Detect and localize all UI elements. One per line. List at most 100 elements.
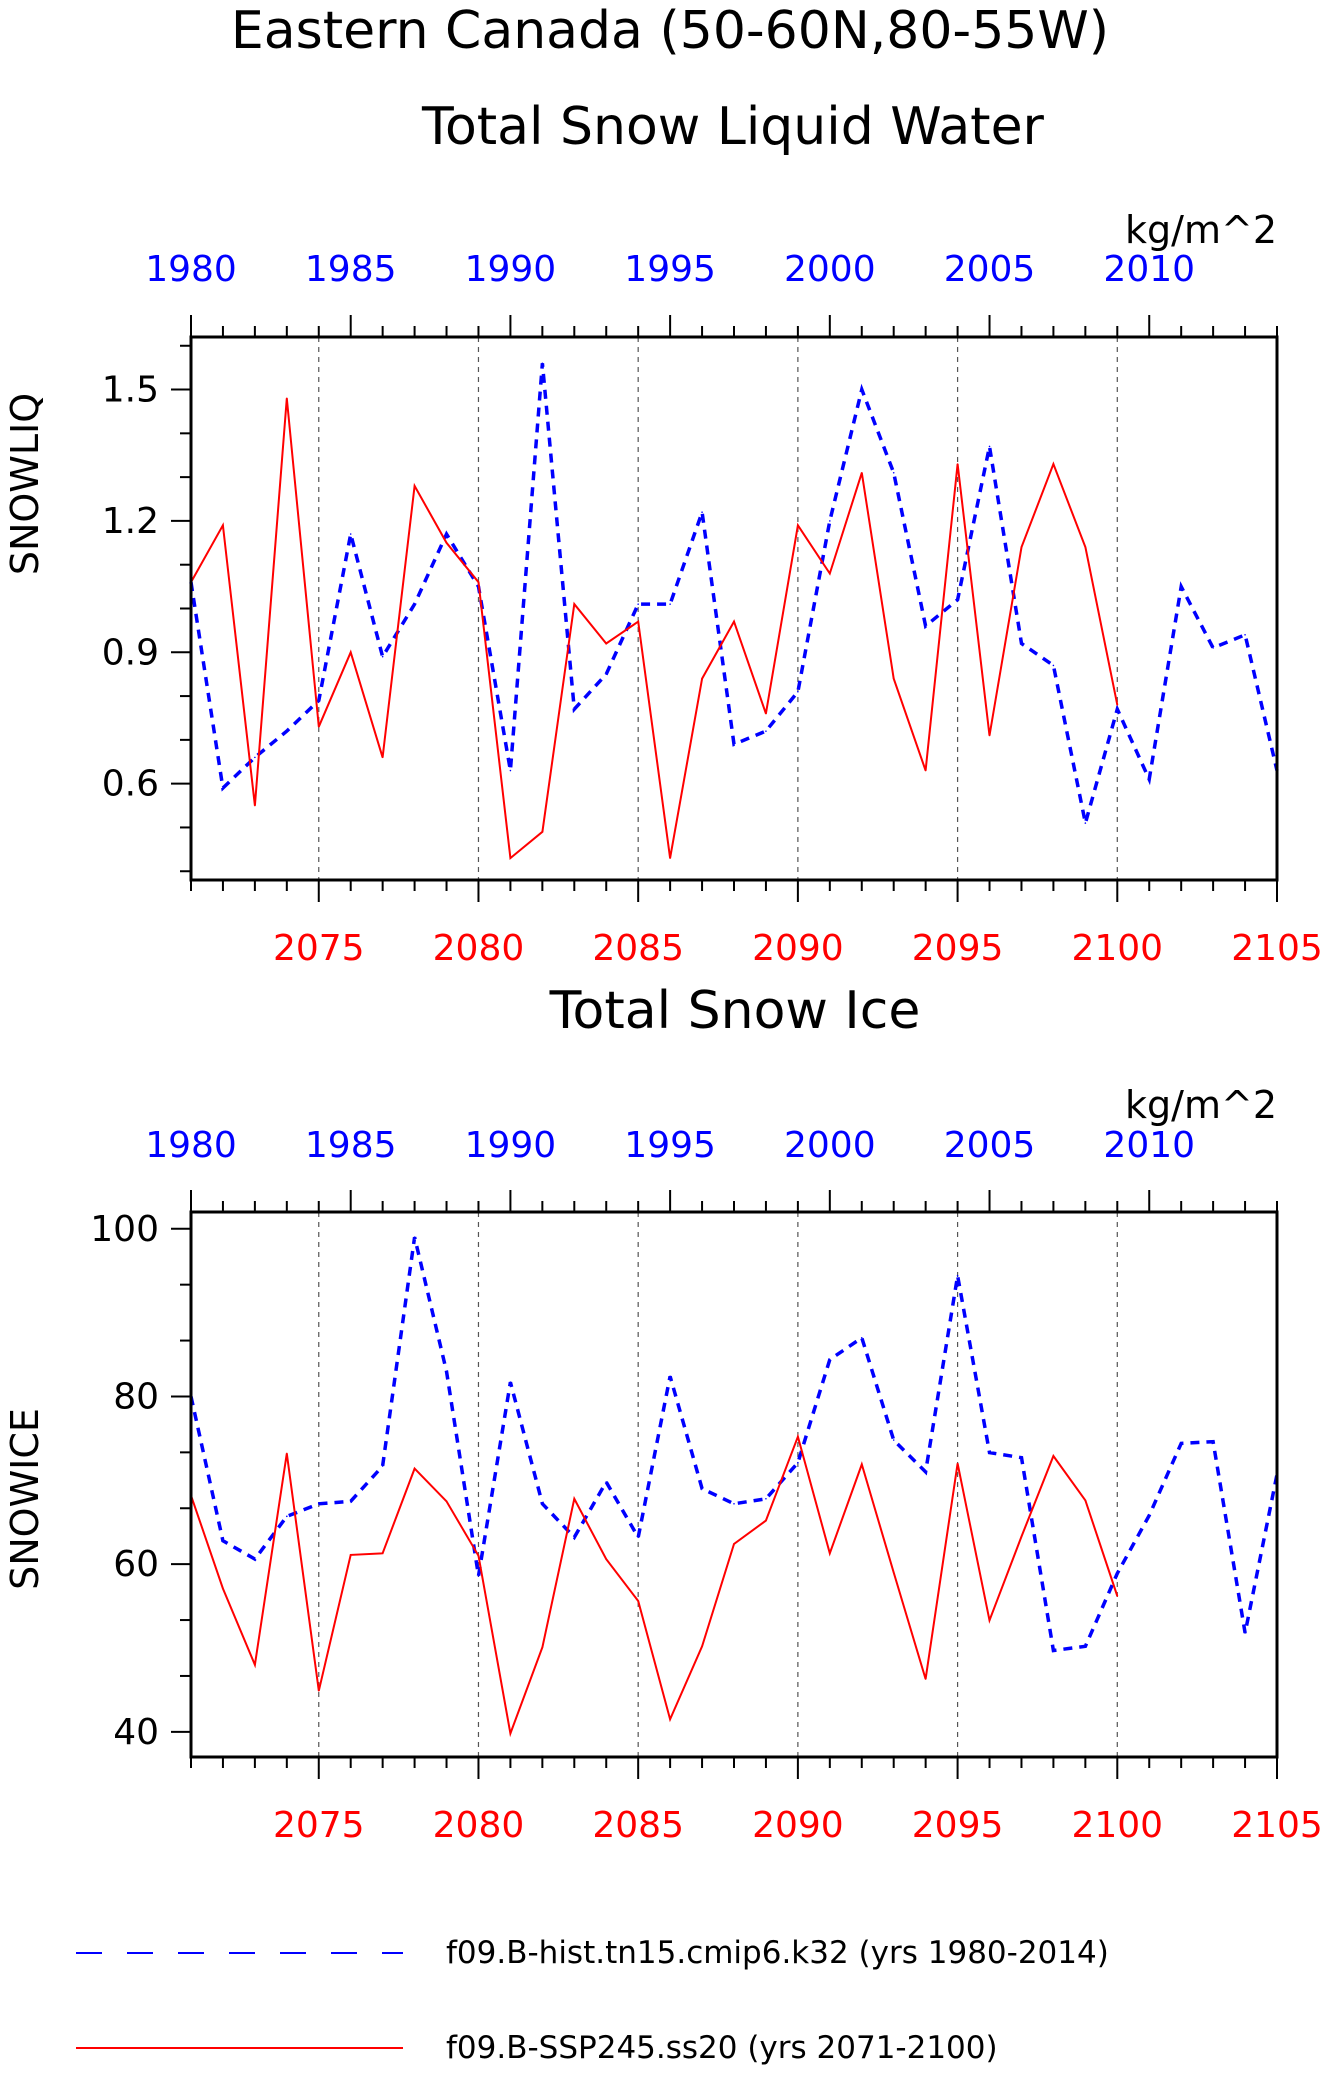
hist-data-point (222, 787, 224, 789)
bottom-tick-label: 2075 (273, 1805, 365, 1846)
ssp-data-point (286, 397, 288, 400)
hist-data-point (509, 1381, 512, 1384)
ssp-data-point (605, 1558, 608, 1560)
hist-data-point (829, 1358, 831, 1361)
hist-data-point (733, 1502, 735, 1505)
legend-hist-label: f09.B-hist.tn15.cmip6.k32 (yrs 1980-2014… (446, 1935, 1109, 1971)
top-tick-label: 2000 (784, 1125, 876, 1166)
y-tick-label: 1.2 (102, 501, 159, 542)
units-label: kg/m^2 (1125, 208, 1277, 252)
hist-data-point (413, 1236, 416, 1238)
hist-data-point (541, 362, 544, 365)
hist-data-point (541, 1502, 544, 1505)
ssp-data-point (349, 1554, 352, 1556)
hist-data-point (988, 1451, 991, 1454)
bottom-tick-label: 2090 (752, 1805, 844, 1846)
ssp-data-point (797, 524, 799, 527)
ssp-data-point (445, 542, 448, 544)
ssp-data-point (988, 1619, 991, 1622)
top-tick-label: 2000 (784, 249, 876, 290)
hist-data-point (286, 1515, 288, 1518)
ssp-data-point (701, 677, 703, 680)
legend-ssp-label: f09.B-SSP245.ss20 (yrs 2071-2100) (446, 2030, 998, 2066)
ssp-data-point (733, 620, 735, 623)
top-tick-label: 1995 (624, 1125, 716, 1166)
hist-data-point (1244, 1632, 1246, 1634)
hist-data-point (701, 1487, 703, 1490)
hist-data-point (509, 769, 512, 772)
hist-data-point (1052, 1649, 1055, 1652)
top-tick-label: 1990 (465, 1125, 557, 1166)
hist-data-point (924, 1471, 927, 1473)
ssp-data-point (1116, 1595, 1119, 1597)
ssp-data-point (892, 1571, 895, 1574)
hist-data-point (477, 1575, 480, 1577)
y-tick-label: 80 (113, 1376, 159, 1417)
top-tick-label: 2005 (944, 249, 1036, 290)
hist-data-point (1212, 647, 1214, 649)
hist-data-point (317, 699, 320, 702)
ssp-data-point (1084, 1499, 1087, 1502)
ssp-data-point (765, 712, 767, 715)
ssp-data-point (349, 651, 352, 654)
hist-data-point (1180, 1442, 1182, 1445)
ssp-data-point (860, 471, 863, 474)
hist-data-point (1020, 642, 1023, 645)
legend: f09.B-hist.tn15.cmip6.k32 (yrs 1980-2014… (76, 1935, 1109, 2066)
hist-data-point (701, 511, 703, 513)
snowliq-panel: 2075 2080 2085 2090 2095 2100 2105 1980 1985 1990… (3, 208, 1323, 969)
hist-data-point (413, 603, 416, 605)
hist-data-point (605, 1481, 608, 1483)
top-tick-label: 2010 (1103, 249, 1195, 290)
ssp-data-point (1020, 1535, 1023, 1538)
ssp-data-point (892, 677, 895, 680)
ssp-data-point (669, 1718, 671, 1721)
hist-data-point (1084, 822, 1087, 824)
hist-data-point (860, 388, 863, 391)
ssp-data-point (1052, 463, 1055, 465)
y-tick-label: 60 (113, 1544, 159, 1585)
y-tick-label: 1.5 (102, 370, 159, 411)
ssp-data-point (829, 1552, 831, 1555)
hist-data-point (892, 1439, 895, 1441)
panel1-title: Total Snow Liquid Water (421, 97, 1045, 157)
hist-data-point (669, 1375, 671, 1378)
ssp-series-line (190, 1433, 1119, 1738)
hist-data-point (445, 533, 448, 535)
ssp-data-point (381, 1552, 384, 1555)
bottom-tick-label: 2095 (912, 928, 1004, 969)
hist-data-point (765, 1497, 767, 1500)
plot-frame (189, 1210, 1279, 1759)
ssp-data-point (701, 1645, 703, 1648)
ssp-data-point (317, 725, 320, 728)
ssp-data-point (860, 1463, 863, 1466)
y-axis-label: SNOWICE (3, 1408, 47, 1590)
snowice-panel: 2075 2080 2085 2090 2095 2100 2105 1980 1985 1990… (3, 1083, 1323, 1846)
ssp-data-point (477, 581, 480, 584)
ssp-data-point (445, 1500, 448, 1503)
hist-data-point (988, 445, 991, 448)
hist-data-point (956, 598, 959, 601)
y-tick-label: 0.9 (102, 632, 159, 673)
hist-data-point (797, 690, 799, 693)
bottom-tick-label: 2095 (912, 1805, 1004, 1846)
ssp-data-point (1052, 1455, 1055, 1457)
bottom-tick-label: 2080 (433, 928, 525, 969)
bottom-tick-label: 2085 (592, 928, 684, 969)
ssp-data-point (286, 1452, 288, 1455)
ssp-series-line (190, 398, 1119, 861)
bottom-tick-label: 2080 (433, 1805, 525, 1846)
ssp-data-point (956, 1462, 959, 1465)
hist-data-point (1212, 1440, 1214, 1443)
ssp-data-point (1020, 546, 1023, 548)
hist-data-point (765, 730, 767, 732)
hist-data-point (381, 1465, 384, 1467)
ssp-data-point (1084, 546, 1087, 548)
ssp-data-point (988, 734, 991, 737)
ssp-data-point (254, 1663, 256, 1666)
top-tick-label: 1980 (145, 1125, 237, 1166)
plot-frame (189, 335, 1279, 882)
ssp-data-point (733, 1543, 735, 1545)
bottom-tick-label: 2090 (752, 928, 844, 969)
